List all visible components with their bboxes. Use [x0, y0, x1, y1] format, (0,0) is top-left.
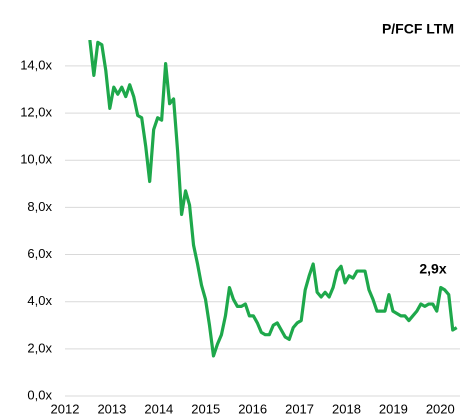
y-tick-label: 12,0x	[20, 105, 52, 120]
x-tick-label: 2020	[426, 401, 455, 416]
y-tick-label: 2,0x	[27, 340, 52, 355]
x-tick-label: 2012	[51, 401, 80, 416]
y-tick-label: 10,0x	[20, 152, 52, 167]
x-tick-label: 2015	[191, 401, 220, 416]
x-tick-label: 2014	[144, 401, 173, 416]
y-tick-label: 0,0x	[27, 387, 52, 402]
x-tick-label: 2018	[332, 401, 361, 416]
data-line	[88, 40, 458, 358]
chart-title: P/FCF LTM	[382, 21, 454, 37]
x-tick-label: 2017	[285, 401, 314, 416]
y-tick-label: 14,0x	[20, 57, 52, 72]
x-tick-label: 2019	[379, 401, 408, 416]
x-tick-label: 2016	[238, 401, 267, 416]
x-tick-label: 2013	[97, 401, 126, 416]
y-tick-label: 6,0x	[27, 246, 52, 261]
y-tick-label: 8,0x	[27, 199, 52, 214]
annotation: 2,9x	[419, 261, 446, 277]
y-tick-label: 4,0x	[27, 293, 52, 308]
